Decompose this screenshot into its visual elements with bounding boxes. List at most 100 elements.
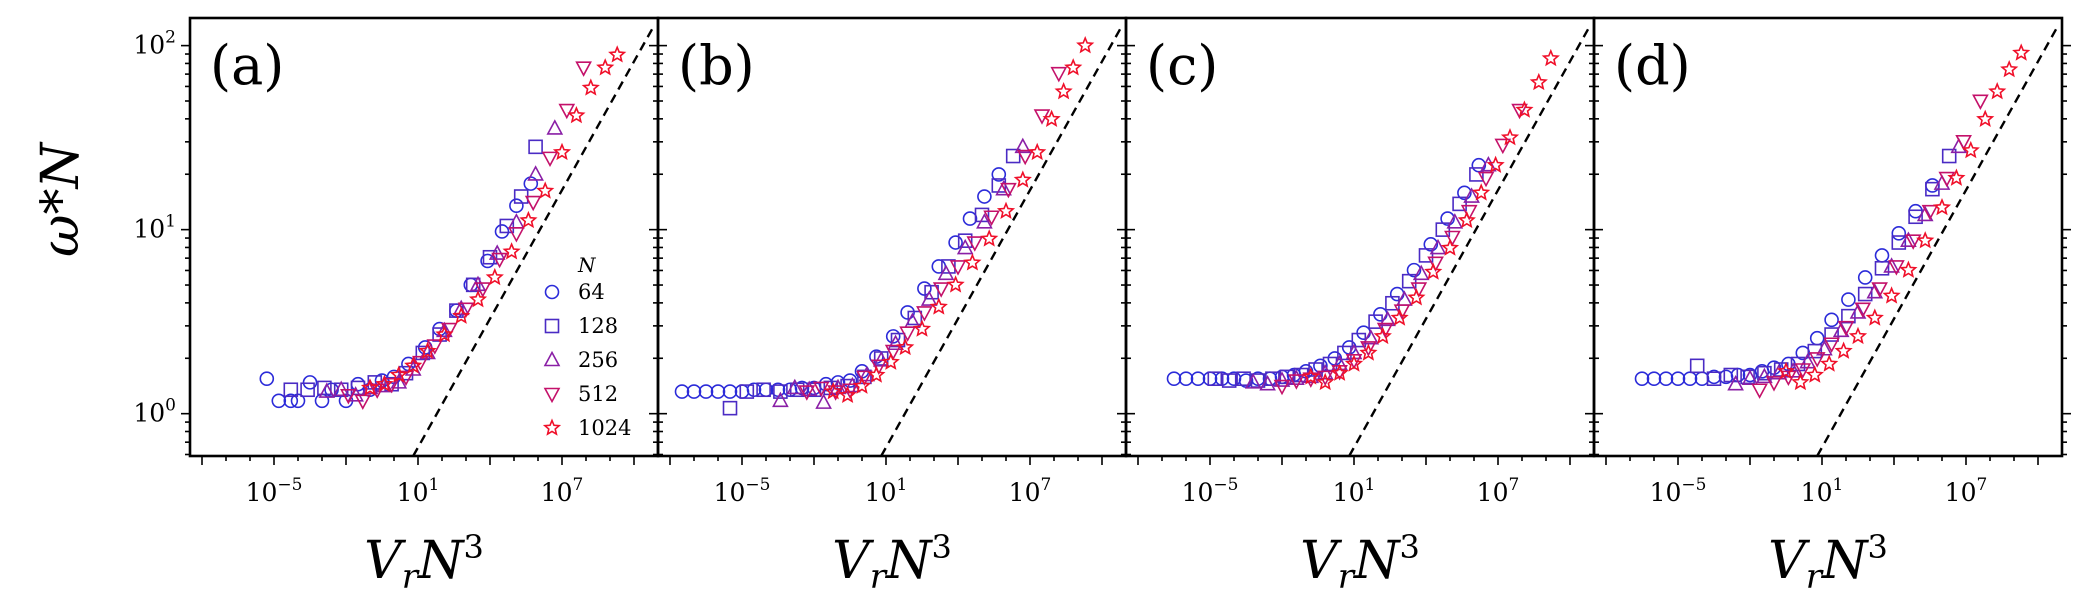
x-axis-label: VrN3 (364, 528, 484, 597)
point-N1024 (996, 201, 1016, 219)
point-N256 (1816, 340, 1833, 356)
point-N64 (1313, 358, 1328, 374)
point-N64 (1841, 292, 1856, 307)
x-tick-label: 107 (1477, 475, 1520, 507)
point-N64 (1646, 371, 1662, 387)
point-N512 (1837, 320, 1855, 337)
point-N64 (1891, 226, 1907, 241)
point-N1024 (435, 324, 454, 343)
panel-a: 10−5 101 107 100 101 102 (a) VrN3 (133, 16, 667, 597)
point-N256 (546, 119, 564, 135)
point-N128 (957, 233, 973, 248)
point-N512 (1273, 379, 1291, 396)
point-N256 (1014, 137, 1032, 154)
point-N128 (823, 380, 839, 396)
point-N128 (974, 207, 990, 223)
scatter-points (1166, 48, 1560, 396)
point-N512 (1921, 204, 1939, 221)
point-N256 (1463, 187, 1480, 203)
point-N1024 (963, 253, 982, 271)
point-N512 (1871, 282, 1888, 298)
point-N512 (1808, 352, 1826, 368)
point-N64 (1634, 371, 1650, 387)
point-N64 (1423, 237, 1439, 252)
point-N256 (937, 264, 955, 281)
point-N512 (1360, 341, 1377, 357)
x-tick-label: 101 (1801, 475, 1844, 507)
point-N64 (509, 198, 524, 214)
legend-marker-512 (543, 387, 561, 404)
point-N64 (350, 376, 366, 392)
point-N64 (1670, 371, 1686, 387)
x-tick-label: 10−5 (714, 475, 771, 507)
point-N128 (907, 310, 923, 326)
point-N128 (528, 139, 543, 155)
point-N1024 (1791, 372, 1810, 391)
point-N64 (885, 329, 901, 344)
point-N256 (508, 213, 525, 229)
point-N1024 (1301, 367, 1320, 385)
point-N256 (1883, 257, 1900, 273)
point-N1024 (1848, 326, 1868, 345)
point-N64 (314, 393, 330, 409)
panel-c: 10−5 101 107 (c) VrN3 (1117, 16, 1603, 597)
point-N64 (734, 384, 750, 399)
axes-frame (1592, 16, 2064, 458)
point-N128 (1941, 148, 1957, 164)
point-N1024 (1064, 58, 1083, 76)
point-N512 (1938, 171, 1956, 188)
point-N1024 (1947, 168, 1966, 186)
point-N1024 (360, 378, 380, 396)
x-tick-label: 101 (397, 475, 440, 507)
point-N1024 (1390, 308, 1409, 326)
point-N256 (332, 380, 350, 397)
point-N1024 (1042, 109, 1061, 127)
point-N64 (710, 384, 726, 399)
point-N128 (1689, 358, 1705, 374)
panel-label: (b) (678, 34, 755, 97)
legend-marker-128 (544, 318, 560, 334)
x-tick-label: 107 (1945, 475, 1988, 507)
point-N1024 (389, 365, 408, 383)
point-N512 (1794, 363, 1812, 379)
point-N256 (1727, 375, 1744, 391)
point-N128 (1891, 235, 1907, 250)
point-N512 (899, 326, 916, 342)
reference-slope-line (1816, 26, 2059, 456)
point-N1024 (1330, 363, 1349, 381)
point-N1024 (418, 341, 437, 359)
point-N512 (966, 236, 984, 252)
point-N128 (1337, 345, 1352, 361)
reference-slope-line (1348, 26, 1591, 456)
point-N1024 (1976, 109, 1995, 127)
point-N256 (1302, 367, 1320, 384)
point-N256 (1379, 310, 1396, 327)
point-N64 (1682, 371, 1698, 387)
point-N1024 (375, 374, 394, 392)
point-N256 (1849, 303, 1867, 319)
point-N128 (1401, 273, 1417, 289)
point-N256 (1900, 231, 1917, 247)
point-N512 (340, 388, 357, 405)
legend-label: 1024 (578, 416, 631, 440)
panel-label: (d) (1614, 34, 1691, 97)
point-N512 (856, 370, 873, 387)
point-N512 (1780, 370, 1797, 387)
legend-label: 128 (578, 314, 618, 338)
point-N128 (1418, 248, 1434, 263)
x-axis-label: VrN3 (1300, 528, 1420, 597)
point-N64 (1406, 262, 1422, 278)
legend: N 64 128 256 512 1024 (542, 253, 631, 440)
point-N128 (773, 384, 788, 399)
point-N1024 (468, 289, 488, 308)
x-axis-label: VrN3 (832, 528, 952, 597)
point-N256 (1480, 156, 1497, 172)
point-N1024 (2012, 43, 2031, 61)
point-N256 (1273, 371, 1291, 387)
point-N1024 (1916, 231, 1935, 249)
point-N256 (1429, 238, 1447, 255)
point-N64 (1694, 371, 1710, 387)
point-N1024 (1865, 308, 1884, 326)
point-N64 (1166, 371, 1182, 387)
point-N1024 (1988, 82, 2007, 100)
